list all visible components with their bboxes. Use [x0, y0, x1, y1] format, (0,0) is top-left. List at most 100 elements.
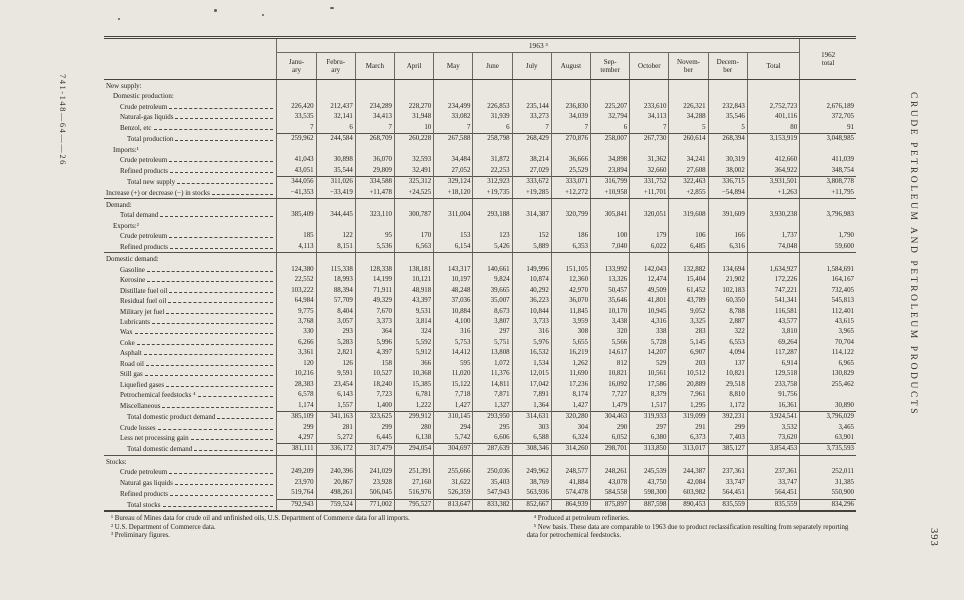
value-cell	[707, 455, 748, 468]
value-cell: 316,799	[590, 176, 630, 188]
row-label: Exports:²	[113, 221, 139, 230]
value-cell	[315, 252, 356, 265]
table-row: Refined products 4,113 8,151 5,536 6,563 6,15…	[104, 241, 856, 254]
value-cell: 5,753	[433, 337, 473, 349]
value-cell: 545,813	[799, 296, 856, 307]
value-cell: 3,532	[746, 422, 800, 433]
value-cell: 1,072	[472, 358, 513, 370]
value-cell: 6,316	[707, 241, 748, 254]
value-cell: +1,263	[746, 187, 800, 199]
value-cell: 10,368	[393, 369, 434, 380]
value-cell: 34,241	[668, 155, 709, 166]
value-cell: 372,705	[799, 112, 856, 123]
value-cell	[746, 144, 800, 156]
row-label: Total production	[127, 135, 174, 144]
leader-dashes	[194, 450, 274, 452]
row-label-cell: Miscellaneous	[104, 401, 277, 412]
value-cell: 11,376	[472, 369, 513, 380]
value-cell: 20,867	[315, 477, 356, 489]
value-cell: 6,353	[550, 241, 591, 254]
value-cell: 116,581	[746, 306, 800, 317]
value-cell: 5,996	[354, 337, 395, 349]
value-cell: 7,723	[354, 390, 395, 401]
value-cell	[629, 455, 669, 468]
value-cell: +11,701	[629, 187, 669, 199]
value-cell: 69,264	[746, 337, 800, 349]
table-row: Crude petroleum 185 122 95 170 153 123 152 186 10…	[104, 231, 856, 242]
value-cell: 344,445	[315, 210, 356, 221]
value-cell: 38,769	[511, 477, 552, 489]
value-cell	[511, 79, 552, 92]
value-cell: 314,260	[550, 443, 591, 456]
value-cell: 875,897	[590, 498, 630, 512]
value-cell: 10	[393, 122, 434, 134]
value-cell: 7,871	[472, 390, 513, 401]
value-cell: +11,478	[354, 187, 395, 199]
table-row: Total production 259,962 244,584 268,709 260…	[104, 133, 856, 145]
value-cell: 1,222	[393, 400, 434, 412]
value-cell: 5,566	[590, 337, 630, 349]
value-cell	[472, 79, 513, 92]
table-row: Distillate fuel oil 103,222 88,394 71,911 48…	[104, 285, 856, 297]
value-cell: 16,532	[511, 348, 552, 359]
value-cell: 7	[629, 122, 669, 134]
value-cell: 412,660	[746, 155, 800, 166]
value-cell: 10,821	[590, 369, 630, 380]
value-cell	[433, 79, 473, 92]
value-cell	[799, 252, 856, 265]
value-cell: 164,167	[799, 275, 856, 286]
value-cell: 63,901	[799, 432, 856, 444]
value-cell: +12,272	[550, 187, 591, 199]
leader-dashes	[177, 183, 274, 185]
value-cell: 30,898	[315, 155, 356, 166]
value-cell: 30,319	[707, 155, 748, 166]
value-cell	[629, 198, 669, 211]
value-cell	[315, 79, 356, 92]
value-cell: 237,361	[746, 467, 800, 478]
value-cell: 117,287	[746, 348, 800, 359]
value-cell: 249,209	[276, 467, 317, 478]
value-cell: 320	[590, 327, 630, 338]
table-row: Benzol, etc 7 6 7 10 7 6 7 7 6 7 5 5 80 91	[104, 122, 856, 134]
leader-dashes	[169, 473, 274, 475]
value-cell: 64,984	[276, 296, 317, 307]
leader-dashes	[160, 216, 274, 218]
value-cell: 3,048,985	[799, 133, 856, 145]
value-cell: 291	[668, 422, 709, 433]
value-cell: 5,728	[629, 337, 669, 349]
value-cell: 6,154	[433, 241, 473, 254]
value-cell: 240,396	[315, 467, 356, 478]
value-cell: 40,292	[511, 285, 552, 297]
value-cell: 1,427	[433, 400, 473, 412]
value-cell	[354, 79, 395, 92]
value-cell: 290	[590, 422, 630, 433]
footnote-4: ⁴ Produced at petroleum refineries.	[533, 515, 630, 523]
leader-dashes	[134, 333, 274, 335]
value-cell: 4,297	[276, 432, 317, 444]
value-cell: 311,026	[315, 176, 356, 188]
value-cell: 11,845	[550, 306, 591, 317]
value-cell: 401,116	[746, 112, 800, 123]
value-cell: 34,288	[668, 112, 709, 123]
value-cell: 259,962	[276, 133, 317, 145]
value-cell: 34,413	[354, 112, 395, 123]
value-cell: 11,690	[550, 369, 591, 380]
table-row: Crude losses 299 281 299 280 294 295 303 304 290 2…	[104, 422, 856, 433]
value-cell: 6,578	[276, 390, 317, 401]
value-cell: 6,445	[354, 432, 395, 444]
value-cell	[707, 79, 748, 92]
value-cell	[668, 91, 709, 102]
month-column-header: August	[550, 52, 591, 80]
value-cell: 43,397	[393, 296, 434, 307]
value-cell: 385,127	[707, 443, 748, 456]
value-cell: 36,666	[550, 155, 591, 166]
value-cell: 7,891	[511, 390, 552, 401]
row-label: Lubricants	[120, 317, 150, 326]
value-cell: 225,207	[590, 101, 630, 113]
value-cell: 249,962	[511, 467, 552, 478]
value-cell: 57,709	[315, 296, 356, 307]
value-cell: 18,993	[315, 275, 356, 286]
value-cell: 42,084	[668, 477, 709, 489]
value-cell	[629, 220, 669, 232]
value-cell: 331,752	[629, 176, 669, 188]
